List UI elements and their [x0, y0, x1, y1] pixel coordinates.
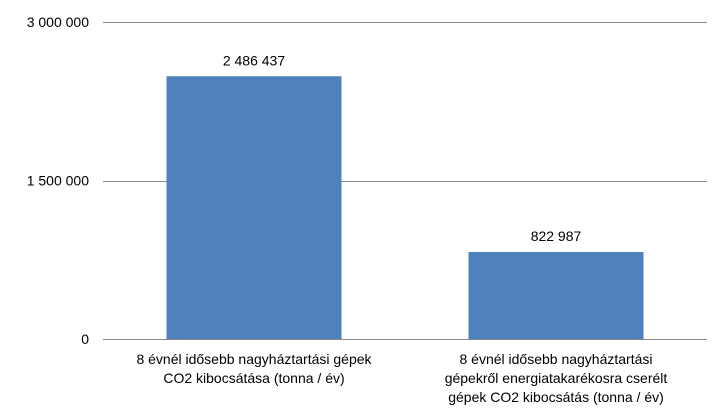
x-axis-category-labels: 8 évnél idősebb nagyháztartási gépek CO2 … — [136, 351, 667, 405]
data-labels: 2 486 437 822 987 — [223, 52, 582, 244]
data-label: 2 486 437 — [223, 52, 285, 68]
category-label: gépekről energiatakarékosra cserélt — [445, 370, 668, 386]
category-label: 8 évnél idősebb nagyháztartási — [459, 351, 652, 367]
data-label: 822 987 — [531, 228, 582, 244]
bar — [468, 252, 644, 339]
bars — [166, 76, 644, 340]
y-tick-label: 3 000 000 — [27, 14, 89, 30]
category-label: 8 évnél idősebb nagyháztartási gépek — [136, 351, 372, 367]
y-tick-label: 0 — [81, 331, 89, 347]
bar — [166, 76, 342, 340]
y-tick-label: 1 500 000 — [27, 173, 89, 189]
category-label: gépek CO2 kibocsátás (tonna / év) — [448, 389, 664, 405]
category-label: CO2 kibocsátása (tonna / év) — [163, 370, 344, 386]
y-axis-tick-labels: 0 1 500 000 3 000 000 — [27, 14, 90, 347]
